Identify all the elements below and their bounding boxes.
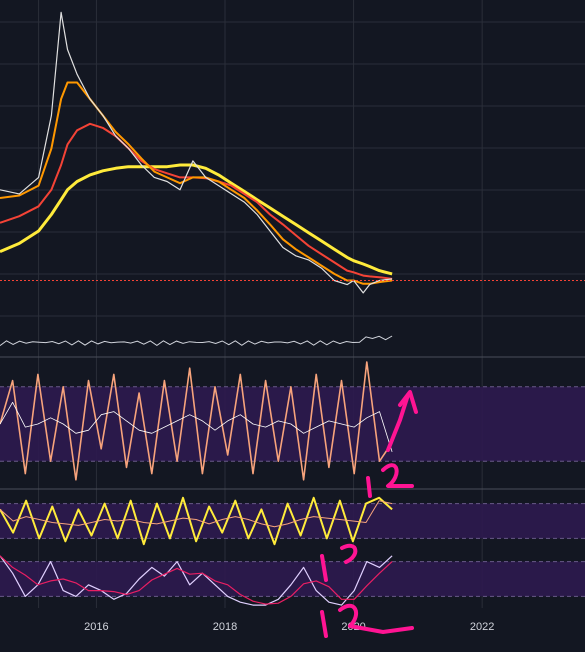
ma-slow-line (0, 163, 393, 276)
hand-annotations (320, 390, 418, 638)
oscillator-1-line (0, 361, 393, 481)
digit-2-upper (381, 463, 414, 488)
digit-1-lower (320, 610, 328, 638)
grid (0, 0, 585, 608)
oscillator-3-slow (0, 555, 393, 605)
digit-1-upper (366, 476, 372, 498)
ma-fast-line (0, 81, 393, 285)
series-layer (0, 11, 585, 606)
x-axis-ticks: 2016 2018 2020 2022 (84, 621, 494, 633)
oscillator-band (0, 503, 585, 539)
x-tick-label: 2022 (470, 621, 494, 633)
price-line (0, 11, 393, 294)
oscillator-2-line (0, 496, 393, 546)
oscillator-1-signal (0, 401, 393, 453)
digit-1-mid (320, 554, 328, 582)
oscillator-band (0, 561, 585, 597)
oscillator-2-signal (0, 500, 393, 528)
volume-line (0, 335, 393, 347)
digit-2-lower (338, 603, 414, 634)
digit-2-mid (340, 543, 358, 564)
arrow-up-icon (386, 393, 410, 452)
oscillator-bands (0, 386, 585, 597)
x-tick-label: 2018 (213, 621, 237, 633)
oscillator-3-fast (0, 555, 393, 606)
arrowhead-icon (398, 390, 418, 414)
pane-separators (0, 356, 585, 490)
x-tick-label: 2016 (84, 621, 108, 633)
